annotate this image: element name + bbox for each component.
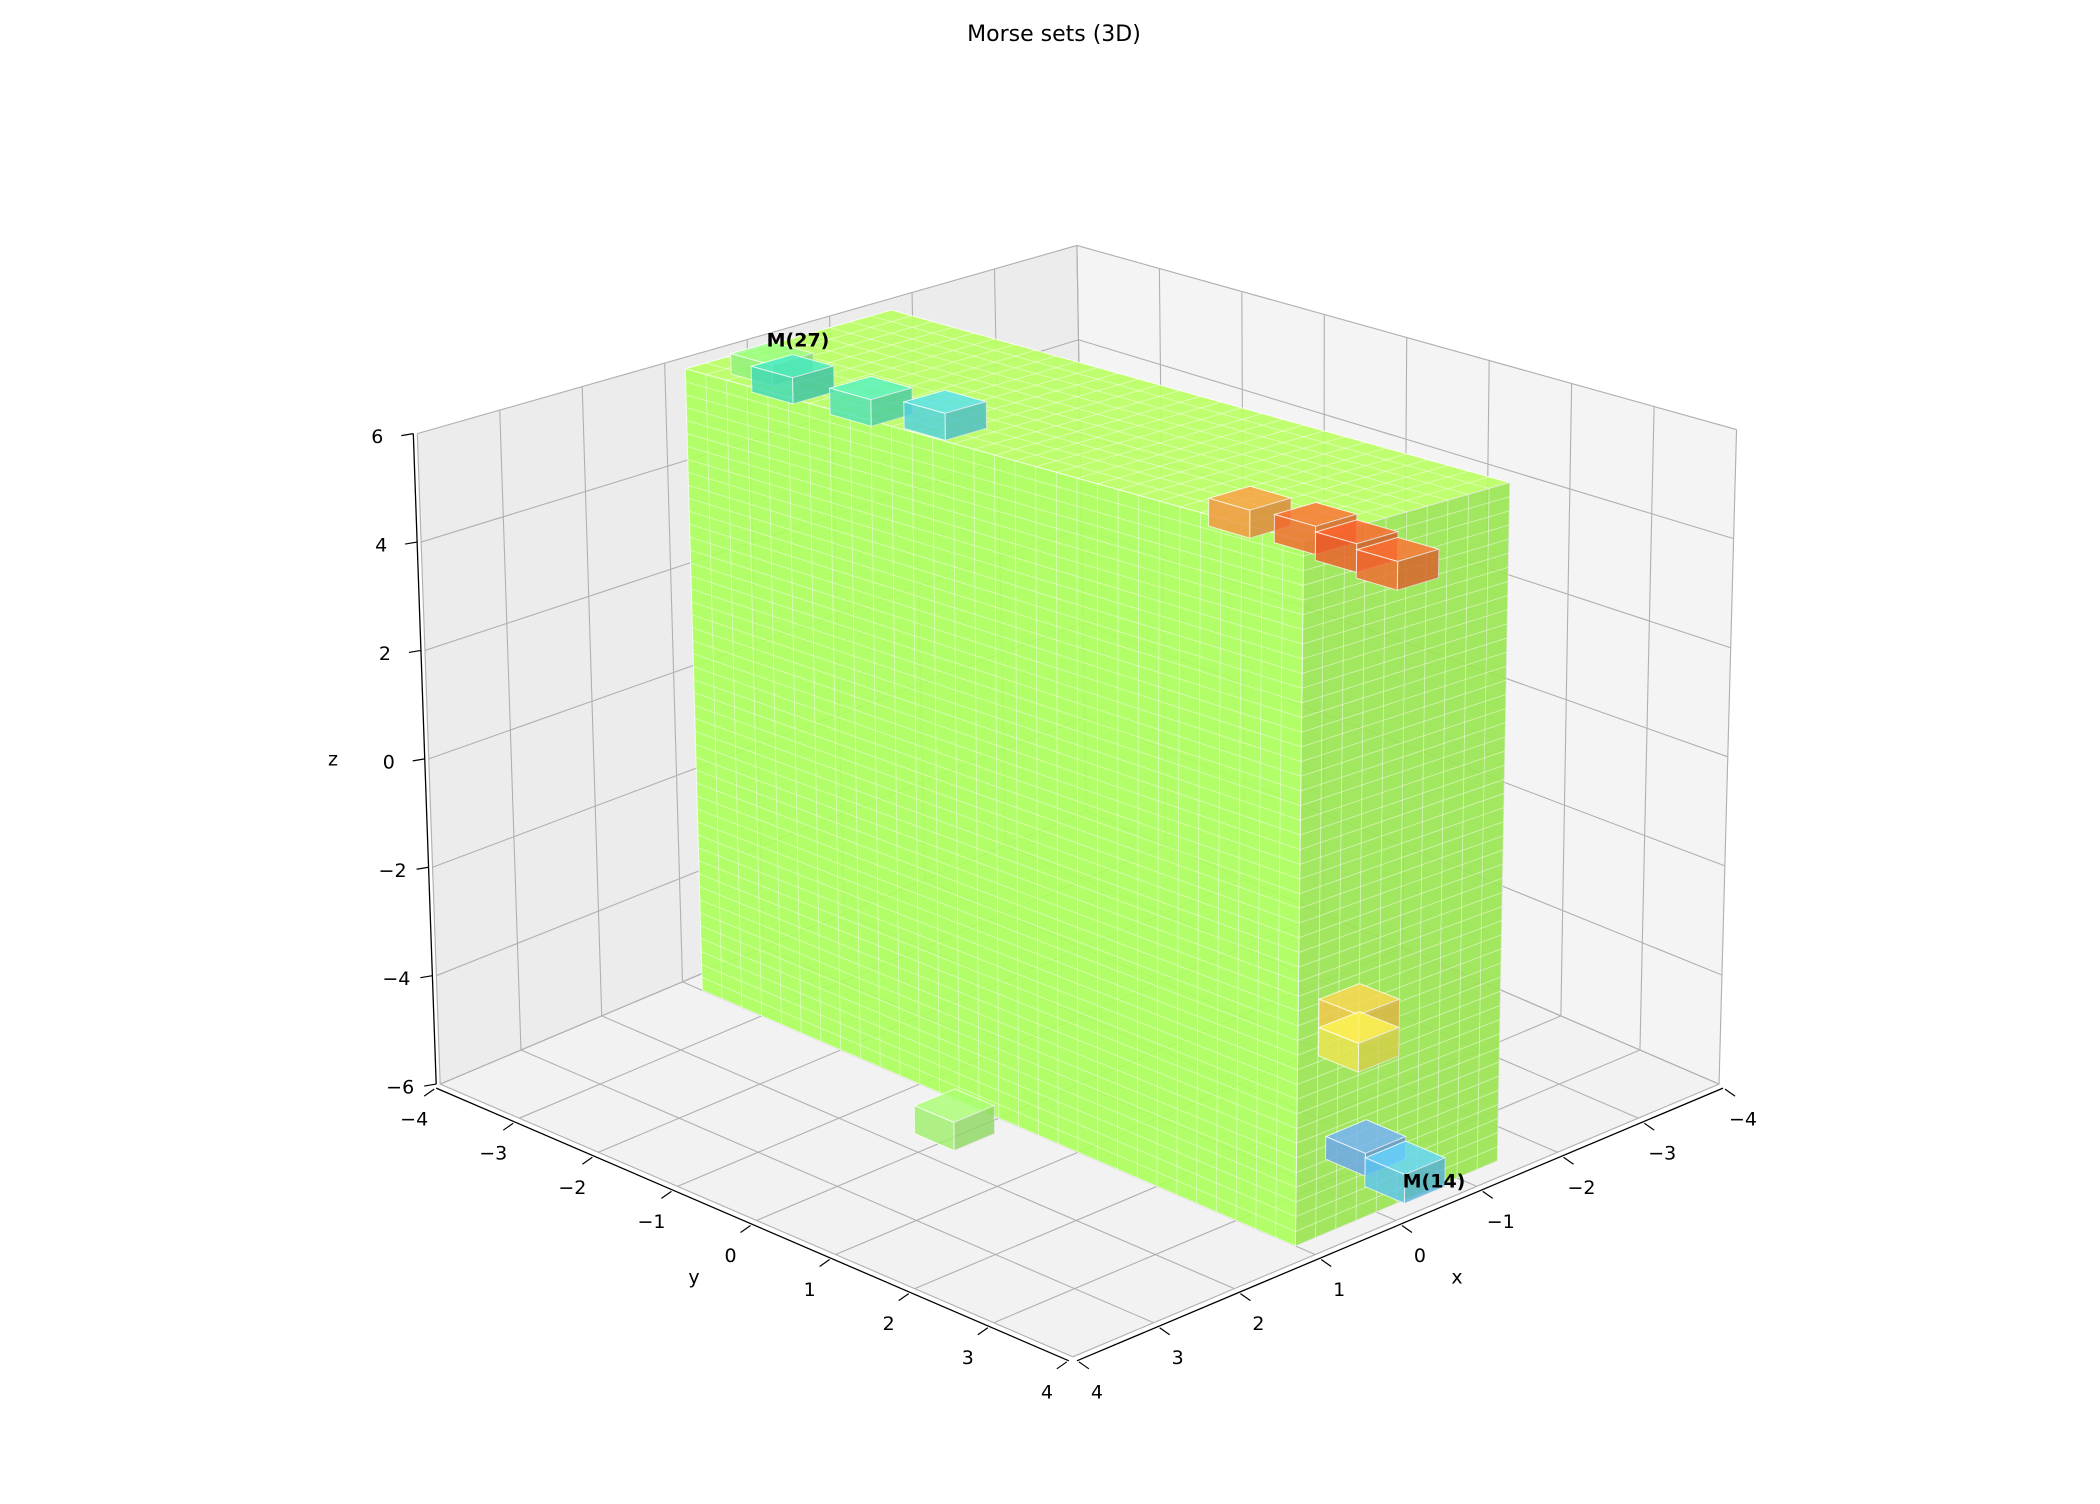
z-tick	[401, 434, 413, 436]
y-axis-label: y	[688, 1267, 699, 1289]
z-tick	[417, 867, 429, 869]
annotation: M(14)	[1403, 1171, 1466, 1193]
y-tick-label: −2	[558, 1177, 586, 1199]
y-tick	[741, 1225, 751, 1232]
y-tick	[582, 1157, 592, 1164]
y-tick	[978, 1328, 988, 1335]
x-tick	[1725, 1089, 1735, 1096]
z-tick	[413, 759, 425, 761]
x-tick	[1321, 1260, 1331, 1267]
y-tick-label: −3	[479, 1143, 507, 1165]
z-tick-label: 6	[371, 426, 383, 448]
y-tick-label: 1	[804, 1279, 816, 1301]
x-tick-label: 3	[1172, 1347, 1184, 1369]
y-tick-label: 2	[883, 1313, 895, 1335]
x-tick	[1483, 1191, 1493, 1198]
y-tick	[1057, 1362, 1067, 1369]
z-tick	[424, 1084, 436, 1086]
x-tick-label: −1	[1487, 1211, 1515, 1233]
x-tick	[1564, 1157, 1574, 1164]
x-axis-label: x	[1451, 1267, 1462, 1289]
z-tick-label: −2	[379, 860, 407, 882]
annotation: M(27)	[767, 330, 830, 352]
x-tick	[1644, 1123, 1654, 1130]
z-tick-label: 0	[383, 751, 395, 773]
z-tick-label: 4	[375, 535, 387, 557]
chart-title: Morse sets (3D)	[967, 22, 1141, 47]
x-tick-label: 0	[1414, 1245, 1426, 1267]
y-tick	[503, 1123, 513, 1130]
x-tick	[1402, 1225, 1412, 1232]
z-tick-label: 2	[379, 643, 391, 665]
z-tick	[405, 542, 417, 544]
y-tick	[820, 1260, 830, 1267]
y-tick-label: −1	[637, 1211, 665, 1233]
y-tick	[661, 1191, 671, 1198]
z-axis-label: z	[328, 749, 338, 771]
y-tick-label: −4	[400, 1109, 428, 1131]
x-tick-label: −2	[1567, 1177, 1595, 1199]
x-tick-label: −3	[1648, 1143, 1676, 1165]
z-tick-label: −4	[382, 968, 410, 990]
y-tick-label: 4	[1041, 1381, 1053, 1403]
z-tick-label: −6	[386, 1077, 414, 1099]
y-tick	[424, 1089, 434, 1096]
y-tick	[899, 1294, 909, 1301]
y-tick-label: 0	[724, 1245, 736, 1267]
x-tick-label: 4	[1091, 1381, 1103, 1403]
x-tick	[1160, 1328, 1170, 1335]
y-tick-label: 3	[962, 1347, 974, 1369]
x-tick	[1079, 1362, 1089, 1369]
x-tick-label: 1	[1333, 1279, 1345, 1301]
z-tick	[409, 650, 421, 652]
x-tick	[1240, 1294, 1250, 1301]
x-tick-label: −4	[1729, 1109, 1757, 1131]
x-tick-label: 2	[1252, 1313, 1264, 1335]
z-tick	[420, 976, 432, 978]
